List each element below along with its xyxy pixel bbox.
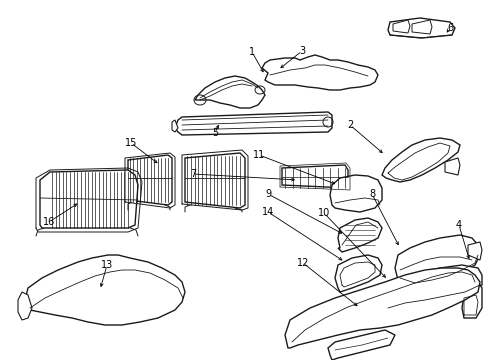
Polygon shape	[18, 292, 32, 320]
Text: 4: 4	[455, 220, 461, 230]
Text: 16: 16	[43, 217, 55, 227]
Text: 8: 8	[368, 189, 374, 199]
Polygon shape	[282, 165, 347, 188]
Polygon shape	[461, 282, 481, 318]
Polygon shape	[327, 330, 394, 360]
Text: 11: 11	[252, 150, 264, 160]
Polygon shape	[128, 155, 172, 205]
Text: 2: 2	[346, 120, 352, 130]
Text: 10: 10	[317, 208, 329, 218]
Text: 7: 7	[189, 169, 196, 179]
Text: 14: 14	[262, 207, 274, 217]
Text: 12: 12	[296, 258, 308, 268]
Polygon shape	[329, 175, 381, 212]
Text: 13: 13	[101, 260, 113, 270]
Polygon shape	[467, 242, 481, 260]
Polygon shape	[285, 268, 479, 348]
Polygon shape	[262, 55, 377, 90]
Polygon shape	[40, 170, 138, 228]
Polygon shape	[172, 120, 178, 132]
Polygon shape	[25, 255, 184, 325]
Polygon shape	[387, 18, 454, 38]
Polygon shape	[337, 218, 381, 252]
Text: 9: 9	[264, 189, 270, 199]
Polygon shape	[195, 76, 264, 108]
Polygon shape	[184, 153, 244, 208]
Polygon shape	[334, 255, 381, 292]
Polygon shape	[381, 265, 481, 312]
Polygon shape	[175, 112, 331, 135]
Polygon shape	[381, 138, 459, 182]
Polygon shape	[444, 158, 459, 175]
Polygon shape	[411, 20, 431, 34]
Text: 5: 5	[211, 128, 218, 138]
Polygon shape	[392, 20, 409, 33]
Text: 15: 15	[124, 138, 137, 148]
Text: 3: 3	[298, 46, 305, 56]
Text: 6: 6	[446, 23, 452, 33]
Polygon shape	[394, 235, 479, 285]
Text: 1: 1	[248, 47, 255, 57]
